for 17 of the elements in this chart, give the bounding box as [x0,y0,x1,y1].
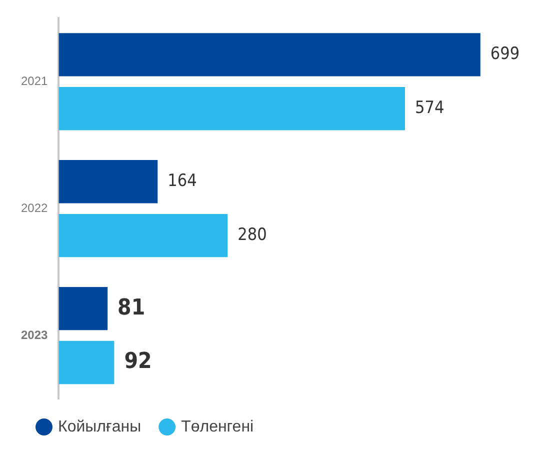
legend-label: Койылғаны [58,418,142,436]
data-label: 81 [118,295,146,320]
bar [58,33,480,76]
bar [58,286,108,330]
bar [58,340,114,384]
y-tick-label: 2022 [20,200,48,215]
y-tick-label: 2023 [20,328,48,342]
data-label: 699 [490,44,520,64]
data-label: 92 [124,349,152,374]
bar [58,214,228,258]
y-tick-label: 2021 [20,74,48,88]
bar [58,87,405,130]
data-label: 280 [238,224,267,245]
data-label: 574 [414,98,444,118]
data-label: 164 [168,171,197,192]
legend-label: Төленгені [181,418,254,436]
bar [58,160,158,204]
